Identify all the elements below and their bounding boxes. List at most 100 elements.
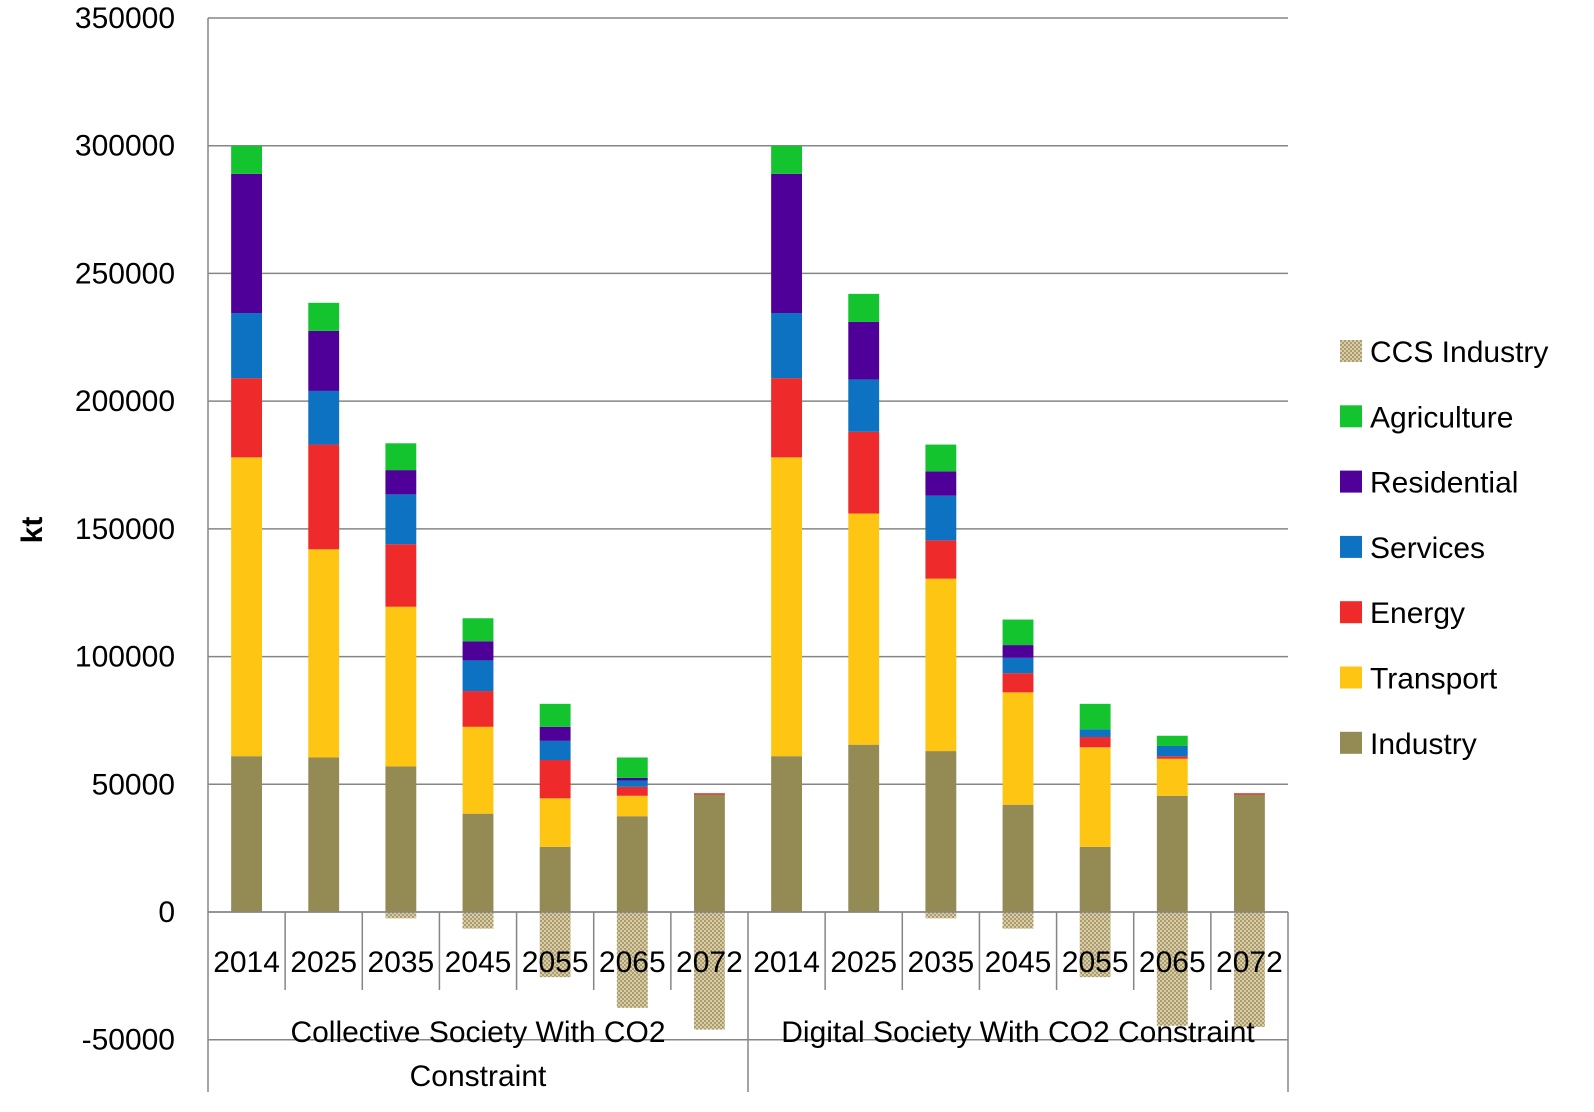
x-tick-label: 2065 — [599, 946, 666, 979]
legend-label: Transport — [1370, 663, 1498, 696]
group-label: Collective Society With CO2 — [290, 1016, 665, 1049]
bar-segment-services — [385, 494, 417, 545]
axes: 350000 300000 250000 200000 150000 100000 5000… — [75, 2, 1289, 1092]
y-tick-label: 100000 — [75, 641, 175, 674]
bar-segment-energy — [231, 378, 262, 458]
bar-segment-energy — [1156, 756, 1188, 759]
legend-swatch — [1340, 731, 1362, 754]
x-tick-label: 2055 — [1062, 946, 1129, 979]
legend-swatch — [1340, 405, 1362, 428]
bar-segment-industry — [694, 794, 725, 912]
bar-segment-residential — [231, 173, 262, 314]
bar-segment-services — [616, 780, 648, 787]
y-tick-label: -50000 — [82, 1024, 175, 1057]
legend-label: Agriculture — [1370, 401, 1513, 434]
legend-swatch — [1340, 470, 1362, 493]
bar-segment-ccs-industry — [1156, 912, 1188, 1026]
legend-label: Energy — [1370, 597, 1465, 630]
bar-segment-industry — [1002, 804, 1034, 912]
y-tick-label: 300000 — [75, 130, 175, 163]
x-tick-label: 2025 — [290, 946, 357, 979]
bar-segment-agriculture — [231, 145, 262, 174]
bar-segment-agriculture — [308, 302, 340, 331]
bar-segment-residential — [616, 777, 648, 781]
bar-segment-ccs-industry — [925, 912, 957, 919]
bar-segment-residential — [308, 330, 340, 391]
bar-segment-ccs-industry — [1002, 912, 1034, 929]
legend-swatch — [1340, 601, 1362, 624]
bar-segment-industry — [925, 751, 957, 912]
bar-segment-residential — [925, 471, 957, 496]
bar-segment-energy — [539, 760, 571, 799]
bar-segment-industry — [462, 813, 494, 912]
bar-segment-services — [771, 313, 802, 379]
bars — [231, 145, 1265, 1030]
bar-segment-agriculture — [539, 703, 571, 727]
legend-label: Industry — [1370, 728, 1477, 761]
gridlines — [208, 17, 1288, 1041]
bar-segment-agriculture — [925, 444, 957, 472]
y-tick-label: 250000 — [75, 257, 175, 290]
x-tick-label: 2072 — [676, 946, 743, 979]
bar-segment-energy — [462, 691, 494, 727]
bar-segment-transport — [925, 578, 957, 752]
bar-segment-industry — [539, 846, 571, 912]
x-tick-label: 2025 — [830, 946, 897, 979]
bar-segment-industry — [385, 766, 417, 912]
bar-segment-agriculture — [616, 757, 648, 778]
bar-segment-energy — [848, 431, 880, 514]
bar-segment-transport — [1079, 747, 1111, 847]
bar-segment-transport — [1002, 692, 1034, 805]
bar-segment-energy — [1234, 793, 1265, 795]
bar-segment-transport — [616, 795, 648, 817]
group-label: Constraint — [410, 1060, 547, 1093]
bar-segment-ccs-industry — [616, 912, 648, 1008]
bar-segment-services — [462, 660, 494, 692]
bar-segment-agriculture — [385, 443, 417, 471]
bar-segment-agriculture — [1079, 703, 1111, 730]
bar-segment-transport — [385, 606, 417, 767]
bar-segment-energy — [925, 540, 957, 579]
bar-segment-services — [1156, 745, 1188, 757]
bar-segment-services — [539, 740, 571, 761]
x-tick-label: 2035 — [907, 946, 974, 979]
bar-segment-residential — [385, 470, 417, 495]
bar-segment-residential — [771, 173, 802, 314]
bar-segment-agriculture — [1002, 619, 1034, 646]
bar-segment-industry — [1234, 794, 1265, 912]
bar-segment-ccs-industry — [462, 912, 494, 929]
bar-segment-services — [1002, 657, 1034, 674]
x-tick-label: 2055 — [522, 946, 589, 979]
bar-segment-agriculture — [1156, 735, 1188, 746]
y-tick-label: 50000 — [92, 768, 175, 801]
bar-segment-ccs-industry — [1234, 912, 1265, 1027]
bar-segment-residential — [1002, 645, 1034, 658]
bar-segment-ccs-industry — [539, 912, 571, 978]
bar-segment-energy — [616, 786, 648, 796]
x-tick-label: 2065 — [1139, 946, 1206, 979]
bar-segment-agriculture — [771, 145, 802, 174]
y-tick-label: 350000 — [75, 2, 175, 35]
bar-segment-ccs-industry — [385, 912, 417, 919]
x-tick-label: 2014 — [213, 946, 280, 979]
legend-swatch — [1340, 340, 1362, 362]
bar-segment-services — [1079, 729, 1111, 738]
legend: CCS Industry Agriculture Residential Servic… — [1340, 336, 1548, 761]
group-label: Digital Society With CO2 Constraint — [781, 1016, 1255, 1049]
bar-segment-industry — [616, 816, 648, 912]
bar-segment-ccs-industry — [1079, 912, 1111, 978]
bar-segment-ccs-industry — [694, 912, 725, 1030]
x-tick-label: 2045 — [985, 946, 1052, 979]
y-tick-label: 0 — [158, 896, 175, 929]
legend-label: Services — [1370, 532, 1485, 565]
bar-segment-energy — [771, 378, 802, 458]
legend-swatch — [1340, 535, 1362, 558]
bar-segment-energy — [1002, 673, 1034, 693]
bar-segment-industry — [1079, 846, 1111, 912]
bar-segment-energy — [694, 793, 725, 795]
bar-segment-residential — [848, 321, 880, 380]
legend-swatch — [1340, 666, 1362, 689]
bar-segment-industry — [771, 756, 802, 912]
bar-segment-industry — [848, 744, 880, 912]
bar-segment-residential — [462, 641, 494, 661]
